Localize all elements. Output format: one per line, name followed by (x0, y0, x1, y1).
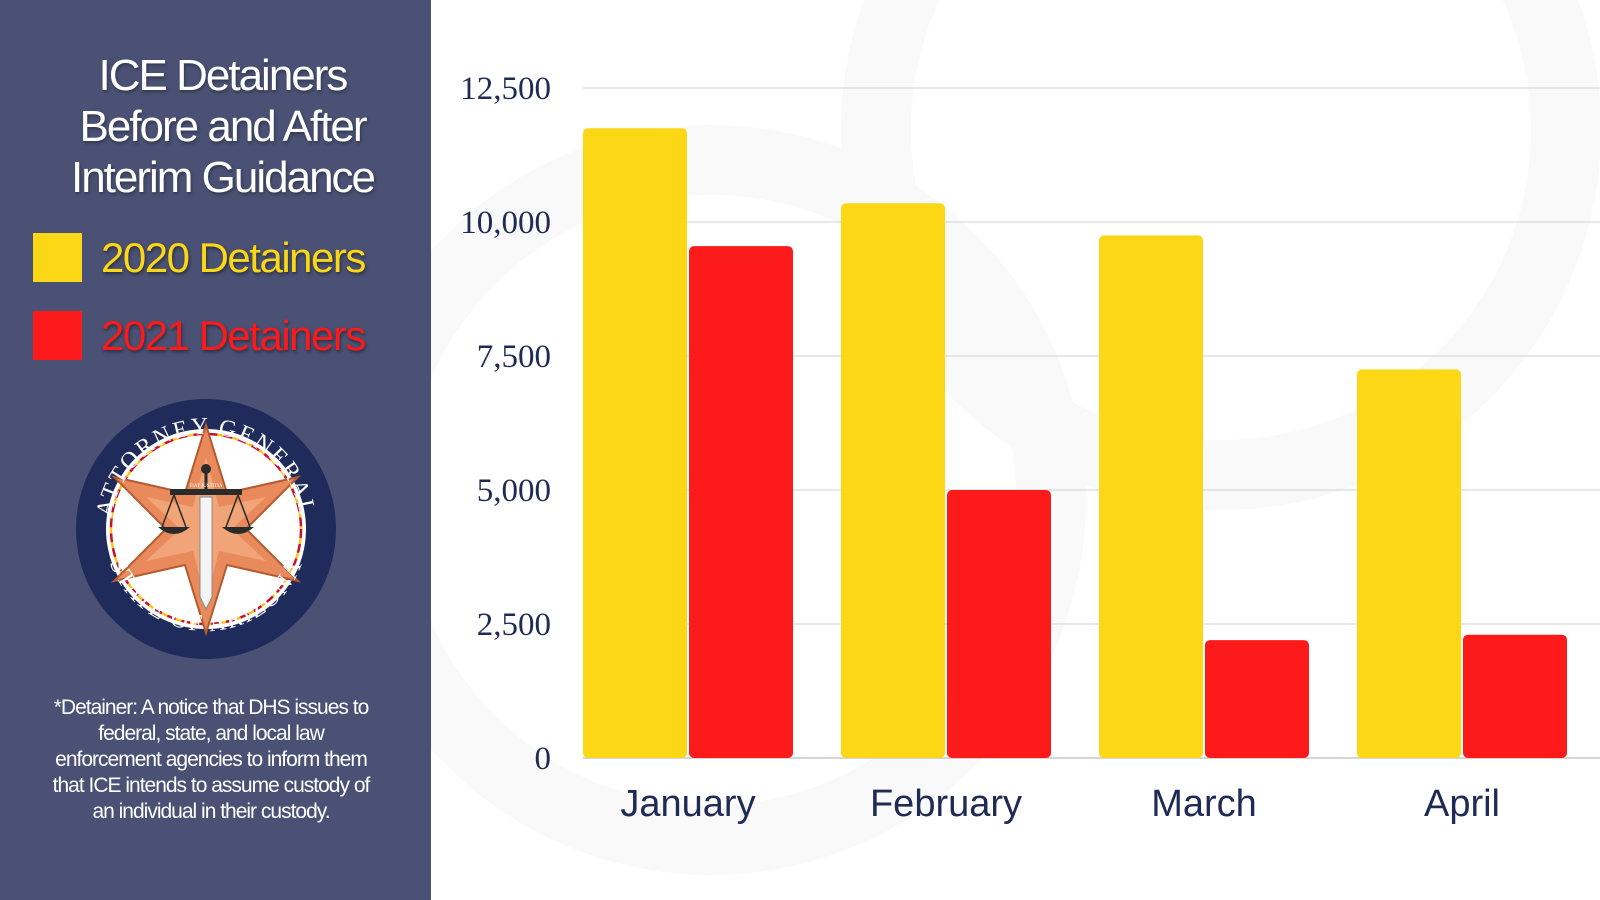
bar-2021-april (1463, 634, 1567, 758)
bars-group (583, 128, 1567, 759)
legend-swatch-2020 (33, 233, 82, 282)
legend-label-2021: 2021 Detainers (101, 312, 366, 359)
x-tick-label: April (1424, 783, 1500, 825)
y-axis: 0 2,500 5,000 7,500 10,000 12,500 (460, 71, 551, 777)
x-axis: January February March April (620, 783, 1500, 825)
bar-2020-march (1099, 235, 1203, 758)
bar-chart: 0 2,500 5,000 7,500 10,000 12,500 January Febr… (431, 0, 1600, 875)
bar-2021-january (689, 246, 793, 758)
y-tick-label: 7,500 (477, 339, 551, 375)
bar-2021-march (1205, 640, 1309, 758)
legend-label-2020: 2020 Detainers (101, 234, 366, 281)
svg-text:FIAT JUSTITIA: FIAT JUSTITIA (189, 484, 222, 489)
detainer-footnote: *Detainer: A notice that DHS issues to f… (52, 696, 371, 823)
attorney-general-seal-logo: ATTORNEY GENERAL STATE OF ARIZONA FIAT J… (76, 399, 336, 659)
bar-2021-february (947, 490, 1051, 758)
bar-2020-january (583, 128, 687, 758)
y-tick-label: 10,000 (460, 205, 551, 241)
bar-2020-february (841, 203, 945, 759)
chart-title: ICE Detainers Before and After Interim G… (20, 50, 425, 203)
y-tick-label: 5,000 (477, 473, 551, 509)
sidebar-panel: ICE Detainers Before and After Interim G… (0, 0, 431, 900)
x-tick-label: February (870, 783, 1022, 825)
legend-item-2020: 2020 Detainers (33, 233, 413, 283)
bar-2020-april (1357, 369, 1461, 758)
x-tick-label: March (1151, 783, 1257, 825)
y-tick-label: 0 (535, 741, 552, 777)
legend-swatch-2021 (33, 311, 82, 360)
title-line: Before and After (79, 102, 368, 151)
title-line: ICE Detainers (98, 51, 349, 100)
x-tick-label: January (620, 783, 755, 825)
y-tick-label: 2,500 (477, 607, 551, 643)
title-line: Interim Guidance (70, 153, 376, 202)
legend-item-2021: 2021 Detainers (33, 311, 413, 361)
y-tick-label: 12,500 (460, 71, 551, 107)
